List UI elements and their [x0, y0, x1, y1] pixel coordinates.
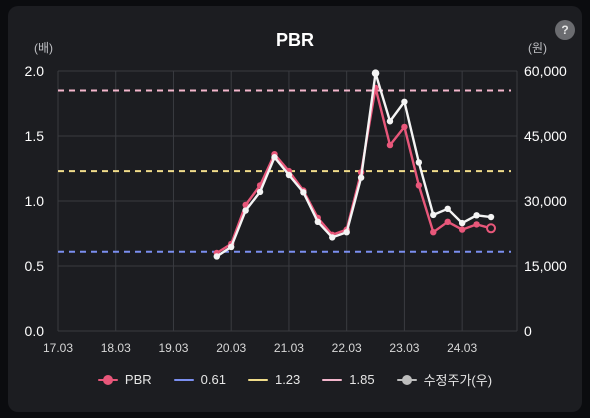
price-point	[228, 243, 235, 251]
x-tick-label: 18.03	[101, 341, 131, 355]
pbr-point	[401, 123, 408, 131]
pbr-point	[415, 182, 423, 189]
x-tick-label: 24.03	[447, 341, 477, 355]
y-right-tick-label: 15,000	[524, 258, 567, 274]
legend-label: PBR	[124, 372, 152, 387]
y-left-tick-label: 1.0	[25, 193, 45, 209]
x-tick-label: 23.03	[389, 341, 419, 355]
legend-item-1.85[interactable]: 1.85	[322, 370, 375, 389]
left-axis-unit: (배)	[34, 41, 54, 55]
y-left-tick-label: 1.5	[25, 128, 45, 144]
price-point	[458, 219, 466, 227]
price-point	[371, 69, 380, 77]
price-point	[487, 213, 495, 221]
price-point	[444, 205, 451, 212]
price-point	[300, 189, 307, 196]
x-tick-label: 17.03	[43, 341, 73, 355]
pbr-point	[473, 221, 480, 228]
help-icon[interactable]: ?	[555, 20, 575, 40]
price-series-line	[216, 71, 492, 258]
price-point	[401, 98, 408, 105]
price-point	[314, 218, 322, 225]
y-right-tick-label: 30,000	[524, 193, 567, 209]
chart-card	[8, 6, 582, 412]
price-point	[329, 234, 336, 241]
pbr-point	[242, 201, 249, 209]
legend-item-pbr[interactable]: PBR	[97, 370, 152, 389]
y-right-tick-label: 60,000	[524, 63, 567, 79]
y-right-tick-label: 0	[524, 323, 532, 339]
legend-label: 수정주가(우)	[423, 373, 493, 388]
y-left-tick-label: 0.5	[25, 258, 45, 274]
legend-label: 0.61	[200, 372, 226, 387]
price-point	[473, 212, 480, 219]
legend-label: 1.85	[349, 372, 375, 387]
y-left-tick-label: 2.0	[25, 63, 45, 79]
legend-label: 1.23	[274, 372, 301, 387]
pbr-point	[386, 141, 394, 149]
legend-item-0.61[interactable]: 0.61	[173, 370, 226, 389]
pbr-point	[444, 218, 451, 225]
x-tick-label: 21.03	[274, 341, 304, 355]
price-point	[271, 154, 278, 161]
legend: PBR 0.61 1.23 1.85 수정주가(우)	[0, 370, 590, 389]
pbr-point	[486, 223, 497, 234]
price-point	[242, 207, 249, 214]
y-right-tick-label: 45,000	[524, 128, 567, 144]
chart-title: PBR	[275, 30, 314, 50]
price-point	[343, 229, 350, 236]
price-point	[386, 118, 394, 125]
price-point	[357, 174, 365, 181]
price-point	[256, 188, 264, 196]
right-axis-unit: (원)	[528, 41, 548, 55]
pbr-point	[458, 226, 466, 233]
price-point	[213, 253, 220, 260]
price-point	[415, 159, 423, 166]
legend-item-adjusted-price[interactable]: 수정주가(우)	[396, 370, 493, 389]
x-tick-label: 20.03	[216, 341, 246, 355]
x-tick-label: 19.03	[158, 341, 188, 355]
price-point	[430, 211, 437, 219]
legend-item-1.23[interactable]: 1.23	[247, 370, 301, 389]
x-tick-label: 22.03	[332, 341, 362, 355]
price-point	[285, 171, 293, 179]
y-left-tick-label: 0.0	[25, 323, 45, 339]
pbr-point	[430, 229, 437, 236]
